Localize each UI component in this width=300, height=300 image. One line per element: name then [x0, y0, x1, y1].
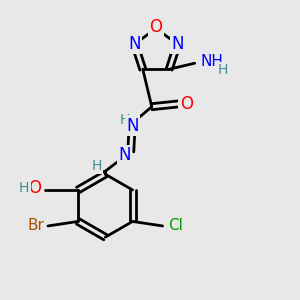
Text: O: O [180, 95, 193, 113]
Text: O: O [149, 18, 163, 36]
Text: N: N [128, 35, 141, 53]
Text: H: H [217, 63, 228, 77]
Text: Br: Br [28, 218, 44, 233]
Text: H: H [19, 182, 29, 196]
Text: N: N [126, 117, 139, 135]
Text: O: O [28, 179, 41, 197]
Text: N: N [171, 35, 184, 53]
Text: Cl: Cl [168, 218, 183, 233]
Text: H: H [120, 112, 130, 127]
Text: H: H [92, 159, 102, 173]
Text: N: N [118, 146, 130, 164]
Text: NH: NH [201, 54, 224, 69]
